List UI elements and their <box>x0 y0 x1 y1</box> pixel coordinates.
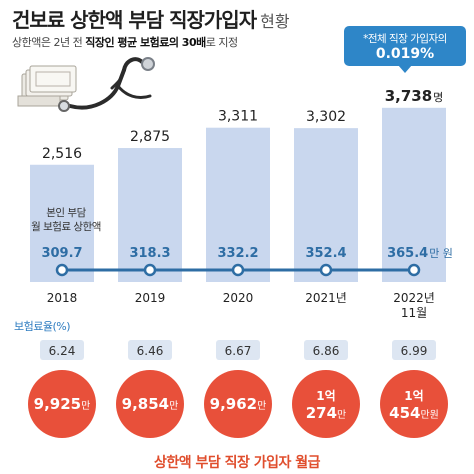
stethoscope-icon <box>58 57 155 112</box>
title-main: 건보료 상한액 부담 직장가입자 <box>12 8 257 32</box>
premium-value-label: 318.3 <box>129 246 170 261</box>
page-title: 건보료 상한액 부담 직장가입자 현황 <box>12 4 290 33</box>
share-callout: *전체 직장 가입자의 0.019% <box>344 26 466 66</box>
rate-title: 보험료율(%) <box>14 320 71 333</box>
member-bar <box>294 128 358 282</box>
year-label: 2020 <box>223 291 254 305</box>
year-label: 2021년 <box>305 291 347 305</box>
footer-caption: 상한액 부담 직장 가입자 월급 <box>153 455 321 471</box>
year-label: 2019 <box>135 291 166 305</box>
member-bar-label: 3,738명 <box>385 87 444 105</box>
salary-value: 274만 <box>306 404 347 422</box>
premium-cap-label-line: 월 보험료 상한액 <box>31 221 101 233</box>
title-suffix: 현황 <box>260 12 290 31</box>
member-bar-label: 2,516 <box>42 146 82 162</box>
premium-value-label: 309.7 <box>41 246 82 261</box>
rate-value: 6.99 <box>401 344 428 358</box>
premium-point <box>55 263 69 277</box>
member-bar-label: 3,311 <box>218 109 258 125</box>
salary-circle <box>204 370 272 438</box>
salary-circle <box>380 370 448 438</box>
subtitle-post: 로 지정 <box>205 36 238 49</box>
year-label: 2022년 11월 <box>393 291 435 320</box>
salary-circle <box>292 370 360 438</box>
rate-box <box>304 340 348 360</box>
rate-value: 6.67 <box>225 344 252 358</box>
salary-value: 9,925만 <box>34 395 91 413</box>
salary-value: 454만원 <box>389 404 439 422</box>
premium-point <box>319 263 333 277</box>
callout-line2: 0.019% <box>375 46 435 62</box>
member-bar <box>206 127 270 282</box>
member-bar-label: 2,875 <box>130 129 170 145</box>
rate-box <box>128 340 172 360</box>
premium-cap-label-line: 본인 부담 <box>46 207 86 219</box>
salary-top: 1억 <box>404 389 423 403</box>
member-bar <box>30 164 94 282</box>
cash-stack-icon <box>17 65 77 107</box>
rate-value: 6.46 <box>137 344 164 358</box>
premium-point <box>231 263 245 277</box>
salary-value: 9,854만 <box>122 395 179 413</box>
premium-value-label: 352.4 <box>305 246 346 261</box>
rate-box <box>216 340 260 360</box>
salary-value: 9,962만 <box>210 395 267 413</box>
salary-top: 1억 <box>316 389 335 403</box>
premium-value-label: 365.4만 원 <box>387 246 453 261</box>
premium-point <box>143 263 157 277</box>
salary-circle <box>116 370 184 438</box>
subtitle: 상한액은 2년 전 직장인 평균 보험료의 30배로 지정 <box>12 34 238 50</box>
callout-line1: *전체 직장 가입자의 <box>363 33 447 45</box>
member-bar-label: 3,302 <box>306 109 346 125</box>
rate-value: 6.24 <box>49 344 76 358</box>
callout-tail <box>398 65 412 73</box>
year-label: 2018 <box>47 291 78 305</box>
member-bar <box>118 148 182 282</box>
subtitle-bold: 직장인 평균 보험료의 30배 <box>85 36 206 49</box>
salary-circle <box>28 370 96 438</box>
premium-value-label: 332.2 <box>217 246 258 261</box>
member-bar <box>382 107 446 282</box>
rate-value: 6.86 <box>313 344 340 358</box>
premium-point <box>407 263 421 277</box>
subtitle-pre: 상한액은 2년 전 <box>12 36 86 49</box>
rate-box <box>40 340 84 360</box>
rate-box <box>392 340 436 360</box>
